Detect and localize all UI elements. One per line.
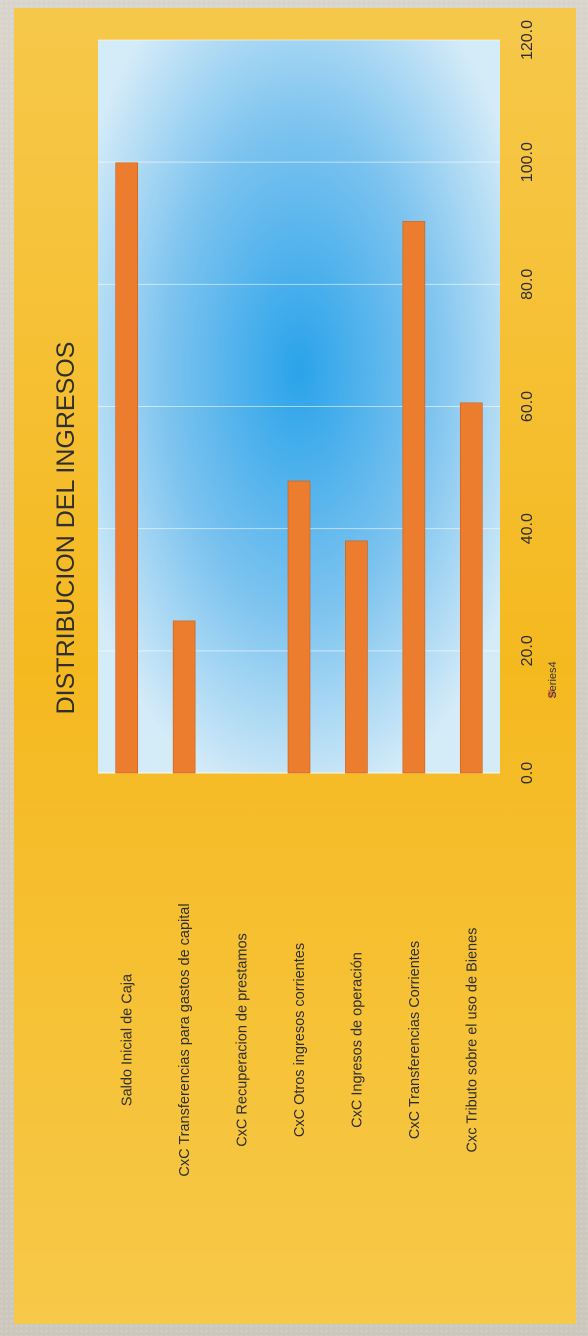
- value-tick-label: 60.0: [519, 391, 536, 422]
- category-label: CxC Transferencias Corrientes: [407, 941, 423, 1139]
- bar: [402, 221, 426, 774]
- bar: [459, 402, 483, 774]
- value-tick-label: 100.0: [519, 142, 536, 182]
- bar: [345, 540, 368, 774]
- category-label: CxC Recuperacion de prestamos: [235, 933, 251, 1147]
- category-label: CxC Ingresos de operación: [349, 952, 365, 1128]
- value-tick-label: 40.0: [519, 513, 536, 544]
- category-labels: Saldo Inicial de Caja CxC Transferencias …: [120, 903, 481, 1176]
- bar: [115, 162, 139, 774]
- legend-swatch: [548, 690, 555, 697]
- rotated-chart-group: 0.0 20.0 40.0 60.0 80.0 100.0 120.0 Saldo Inic…: [52, 20, 559, 1177]
- category-label: Saldo Inicial de Caja: [120, 973, 136, 1106]
- category-label: CxC Transferencias para gastos de capita…: [177, 903, 193, 1176]
- category-label: CxC Otros ingresos corrientes: [292, 943, 308, 1137]
- bar: [172, 620, 196, 774]
- category-label: Cxc Tributo sobre el uso de Bienes: [464, 928, 480, 1153]
- axis-ticks: 0.0 20.0 40.0 60.0 80.0 100.0 120.0: [519, 20, 536, 784]
- legend-label: Series4: [547, 661, 559, 698]
- value-tick-label: 120.0: [519, 20, 536, 60]
- chart-title: DISTRIBUCION DEL INGRESOS: [52, 342, 80, 715]
- value-tick-label: 80.0: [519, 269, 536, 300]
- legend: Series4: [547, 661, 559, 698]
- value-tick-label: 0.0: [519, 762, 536, 784]
- value-tick-label: 20.0: [519, 635, 536, 666]
- bar: [287, 480, 311, 774]
- bars-group: [115, 162, 483, 774]
